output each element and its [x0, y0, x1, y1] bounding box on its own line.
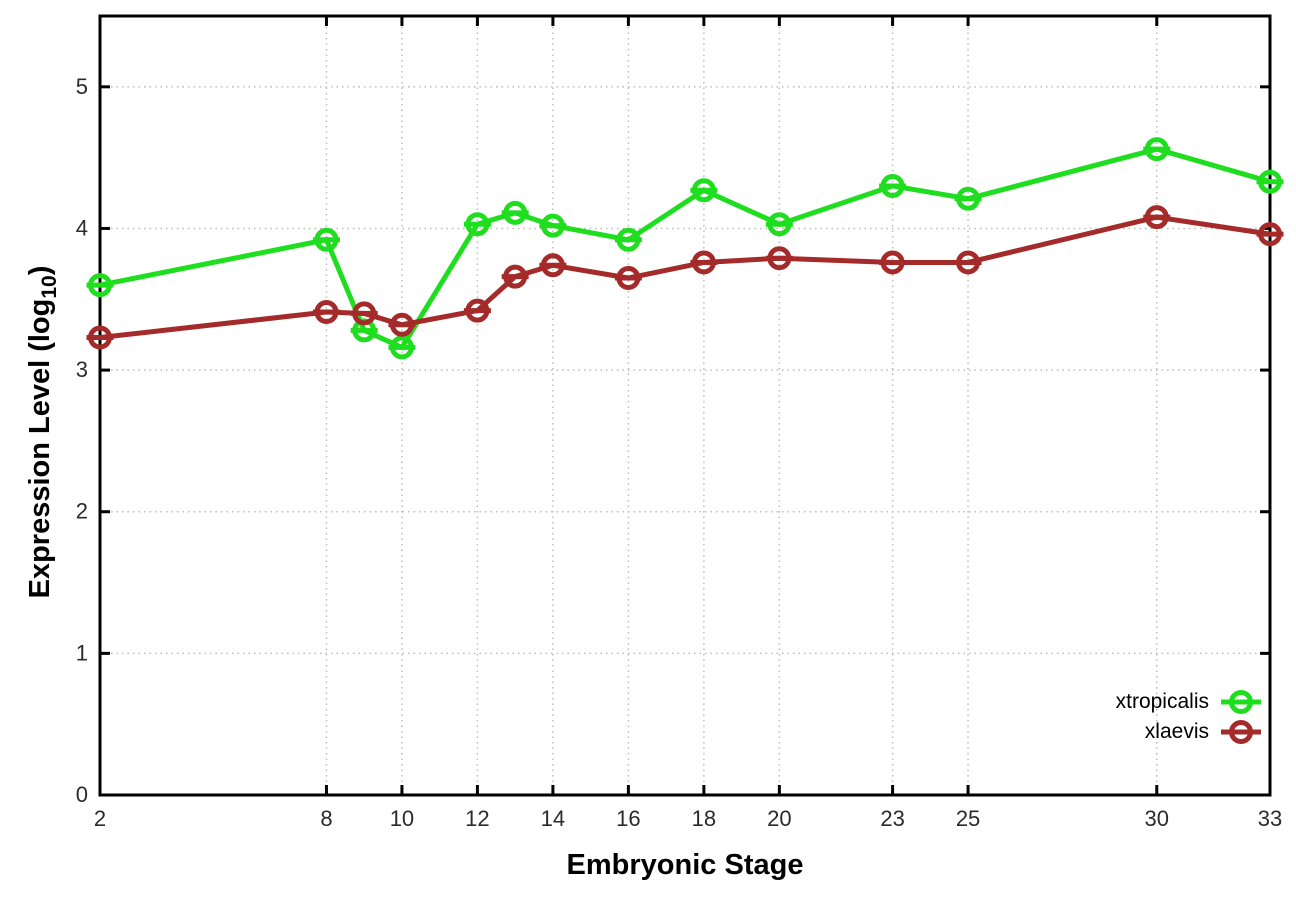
- data-point-xtropicalis-stage-2: [88, 273, 112, 298]
- x-tick-label-12: 12: [465, 806, 489, 831]
- legend-marker-xlaevis: [1221, 720, 1261, 744]
- y-axis-title-close: ): [24, 265, 56, 276]
- data-point-xtropicalis-stage-20: [767, 212, 792, 237]
- series-xtropicalis: [86, 137, 1284, 360]
- series-line-xlaevis: [99, 214, 1271, 340]
- data-point-xtropicalis-stage-12: [465, 212, 490, 237]
- data-point-xlaevis-stage-33: [1258, 222, 1282, 247]
- x-tick-label-16: 16: [616, 806, 640, 831]
- y-tick-label-0: 0: [76, 782, 88, 807]
- data-point-xlaevis-stage-9: [352, 301, 377, 326]
- y-tick-label-3: 3: [76, 357, 88, 382]
- data-point-xtropicalis-stage-30: [1144, 137, 1169, 162]
- legend: xtropicalis xlaevis: [1116, 687, 1264, 747]
- data-point-xtropicalis-stage-10: [389, 335, 414, 360]
- data-point-xlaevis-stage-30: [1144, 205, 1169, 230]
- series-xlaevis: [86, 205, 1284, 350]
- x-tick-label-33: 33: [1258, 806, 1282, 831]
- legend-entry-xlaevis: xlaevis: [1116, 717, 1264, 747]
- data-point-xtropicalis-stage-16: [616, 227, 641, 252]
- tick-marks: [98, 16, 1272, 797]
- y-tick-label-2: 2: [76, 499, 88, 524]
- x-tick-label-2: 2: [94, 806, 106, 831]
- y-axis-title: Expression Level (log10): [18, 232, 62, 632]
- data-point-xtropicalis-stage-25: [956, 186, 981, 211]
- data-point-xlaevis-stage-23: [880, 250, 905, 275]
- data-point-xlaevis-stage-2: [88, 325, 112, 350]
- data-point-xlaevis-stage-16: [616, 266, 641, 291]
- data-point-xtropicalis-stage-13: [503, 200, 528, 225]
- legend-label-xlaevis: xlaevis: [1144, 720, 1209, 743]
- legend-entry-xtropicalis: xtropicalis: [1116, 687, 1264, 717]
- y-axis-title-subscript: 10: [38, 275, 61, 299]
- data-point-xtropicalis-stage-23: [880, 173, 905, 198]
- y-axis-title-text: Expression Level (log: [24, 298, 56, 599]
- x-axis-title: Embryonic Stage: [566, 849, 804, 881]
- y-tick-label-5: 5: [76, 74, 88, 99]
- data-point-xlaevis-stage-13: [503, 264, 528, 289]
- x-tick-label-25: 25: [956, 806, 980, 831]
- data-point-xtropicalis-stage-8: [314, 227, 339, 252]
- x-tick-label-30: 30: [1145, 806, 1169, 831]
- data-point-xlaevis-stage-25: [956, 250, 981, 275]
- legend-marker-xtropicalis: [1221, 690, 1261, 714]
- gridlines: [100, 16, 1270, 795]
- x-tick-label-14: 14: [541, 806, 565, 831]
- x-tick-label-8: 8: [320, 806, 332, 831]
- y-tick-label-4: 4: [76, 215, 88, 240]
- data-point-xlaevis-stage-14: [540, 253, 565, 278]
- y-tick-label-1: 1: [76, 640, 88, 665]
- legend-label-xtropicalis: xtropicalis: [1115, 690, 1209, 713]
- data-point-xlaevis-stage-20: [767, 246, 792, 271]
- data-point-xlaevis-stage-18: [691, 250, 716, 275]
- data-point-xlaevis-stage-8: [314, 300, 339, 325]
- data-point-xtropicalis-stage-14: [540, 213, 565, 238]
- x-tick-label-10: 10: [390, 806, 414, 831]
- data-point-xtropicalis-stage-18: [691, 178, 716, 203]
- data-point-xlaevis-stage-12: [465, 298, 490, 323]
- plot-border: [98, 14, 1272, 797]
- x-tick-label-23: 23: [880, 806, 904, 831]
- x-tick-label-18: 18: [692, 806, 716, 831]
- x-tick-label-20: 20: [767, 806, 791, 831]
- data-point-xtropicalis-stage-33: [1258, 169, 1282, 194]
- data-point-xlaevis-stage-10: [389, 312, 414, 337]
